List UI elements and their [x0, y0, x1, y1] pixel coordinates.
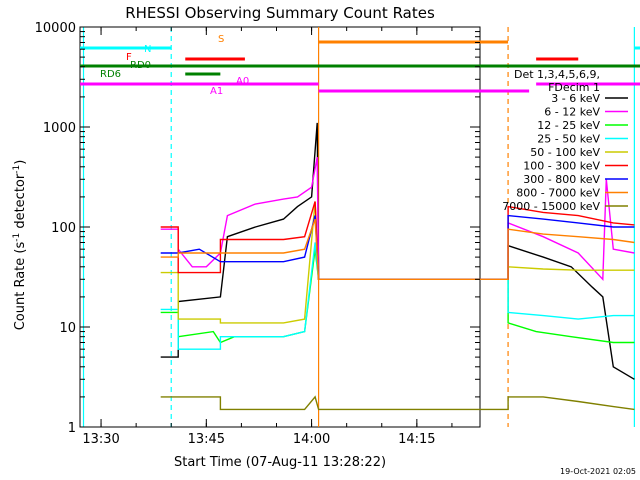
legend-entry-50-100-kev: 50 - 100 keV [530, 146, 600, 159]
x-tick-label: 14:15 [398, 432, 435, 447]
y-tick-label: 10000 [35, 21, 76, 36]
legend-entry-7000-15000-kev: 7000 - 15000 keV [502, 200, 600, 213]
legend-entry-800-7000-kev: 800 - 7000 keV [516, 187, 600, 200]
y-tick-label: 100 [51, 221, 76, 236]
legend-entry-100-300-kev: 100 - 300 keV [523, 160, 600, 173]
x-axis-label: Start Time (07-Aug-11 13:28:22) [174, 455, 386, 470]
flag-label-a1: A1 [210, 86, 223, 97]
y-label-sup2: -1 [12, 165, 22, 174]
y-tick-label: 1000 [43, 121, 76, 136]
legend-entry-300-800-kev: 300 - 800 keV [523, 173, 600, 186]
y-label-end: ) [13, 160, 28, 165]
y-label-mid: detector [13, 173, 28, 233]
x-tick-label: 13:30 [82, 432, 119, 447]
series-line-25-50-kev [160, 242, 635, 350]
y-axis-label: Count Rate (s-1 detector-1) [12, 160, 28, 331]
y-label-sup1: -1 [12, 233, 22, 242]
x-tick-label: 14:00 [293, 432, 330, 447]
flag-label-s: S [218, 34, 224, 45]
series-line-12-25-kev [160, 249, 635, 344]
x-tick-label: 13:45 [188, 432, 225, 447]
series-line-100-300-kev [160, 201, 635, 280]
y-label-main: Count Rate (s [13, 242, 28, 331]
legend-entry-12-25-kev: 12 - 25 keV [537, 119, 600, 132]
chart-title: RHESSI Observing Summary Count Rates [125, 4, 435, 22]
legend-title: Det 1,3,4,5,6,9, [514, 68, 600, 81]
legend-title: FDecim 1 [548, 81, 600, 94]
series-line-7000-15000-kev [160, 395, 635, 411]
flag-label-rd0: RD0 [130, 60, 151, 71]
plot-frame [79, 26, 481, 428]
y-tick-label: 1 [68, 421, 76, 436]
legend-entry-3-6-kev: 3 - 6 keV [551, 92, 600, 105]
footer-timestamp: 19-Oct-2021 02:05 [560, 467, 636, 476]
series-line-800-7000-kev [160, 218, 635, 280]
series-lines [160, 122, 635, 411]
legend-entry-25-50-kev: 25 - 50 keV [537, 133, 600, 146]
flag-label-a0: A0 [236, 76, 249, 87]
y-tick-label: 10 [59, 321, 76, 336]
flag-label-rd6: RD6 [100, 69, 121, 80]
series-line-3-6-kev [160, 122, 635, 380]
plot-area [79, 26, 481, 428]
legend-entry-6-12-kev: 6 - 12 keV [544, 106, 600, 119]
axis-ticks: 13:30 13:45 14:00 14:15 1 10 100 1000 10000 [35, 21, 480, 447]
flag-label-f: F [126, 52, 132, 63]
flag-label-n: N [144, 44, 151, 55]
